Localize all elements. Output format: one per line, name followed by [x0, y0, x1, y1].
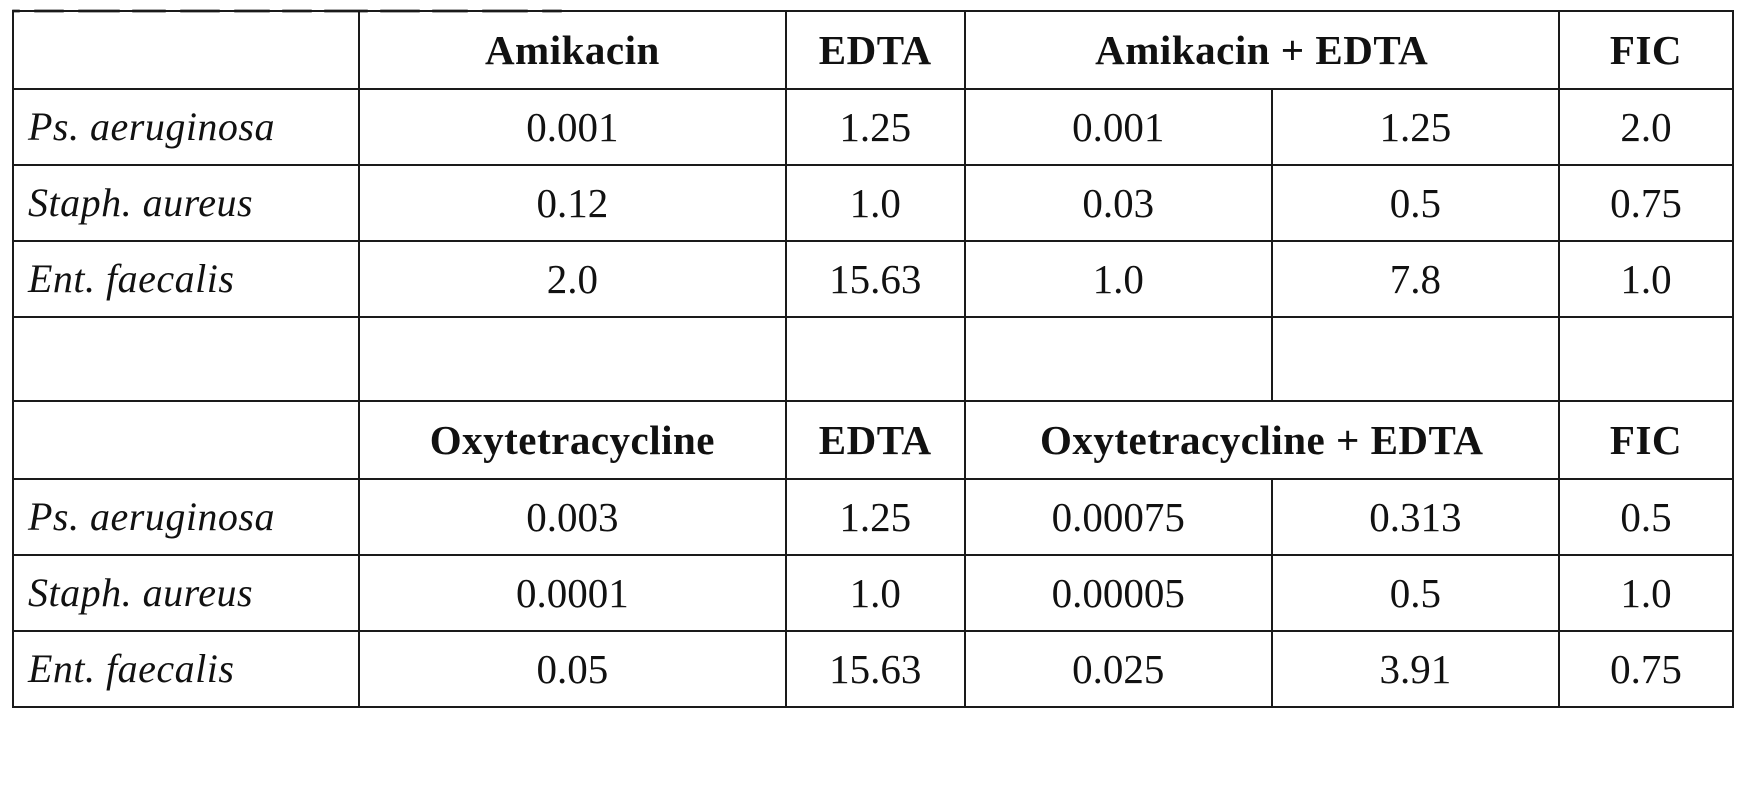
antibiotic-mic-cell: 2.0	[357, 240, 787, 318]
organism-cell: Staph. aureus	[12, 554, 360, 632]
combo-antibiotic-cell: 0.00075	[963, 478, 1273, 556]
organism-cell: Ent. faecalis	[12, 240, 360, 318]
antibiotic-mic-cell: 0.12	[357, 164, 787, 242]
antibiotic-mic-cell: 0.05	[357, 630, 787, 708]
chelator-mic-cell: 1.25	[784, 88, 966, 166]
organism-header-cell	[12, 10, 360, 90]
chelator-mic-cell: 15.63	[784, 630, 966, 708]
table-row: Staph. aureus 0.12 1.0 0.03 0.5 0.75	[12, 164, 1735, 242]
chelator-mic-cell: 15.63	[784, 240, 966, 318]
fic-cell: 1.0	[1557, 240, 1735, 318]
combo-antibiotic-cell: 0.025	[963, 630, 1273, 708]
antibiotic-mic-cell: 0.0001	[357, 554, 787, 632]
fic-cell: 0.75	[1557, 164, 1735, 242]
table-row: Ps. aeruginosa 0.001 1.25 0.001 1.25 2.0	[12, 88, 1735, 166]
spacer-row	[12, 316, 1735, 402]
combination-header: Oxytetracycline + EDTA	[963, 400, 1560, 480]
combo-chelator-cell: 7.8	[1270, 240, 1560, 318]
combination-header: Amikacin + EDTA	[963, 10, 1560, 90]
antibiotic-mic-cell: 0.001	[357, 88, 787, 166]
organism-cell: Staph. aureus	[12, 164, 360, 242]
combo-antibiotic-cell: 0.001	[963, 88, 1273, 166]
chelator-header: EDTA	[784, 400, 966, 480]
organism-cell: Ps. aeruginosa	[12, 88, 360, 166]
antibiotic-mic-cell: 0.003	[357, 478, 787, 556]
empty-cell	[357, 316, 787, 402]
combo-chelator-cell: 3.91	[1270, 630, 1560, 708]
fic-header: FIC	[1557, 10, 1735, 90]
fic-cell: 2.0	[1557, 88, 1735, 166]
organism-cell: Ps. aeruginosa	[12, 478, 360, 556]
antibiotic-header: Oxytetracycline	[357, 400, 787, 480]
combo-chelator-cell: 1.25	[1270, 88, 1560, 166]
empty-cell	[1557, 316, 1735, 402]
amikacin-header-row: Amikacin EDTA Amikacin + EDTA FIC	[12, 10, 1735, 90]
antibiotic-header: Amikacin	[357, 10, 787, 90]
empty-cell	[1270, 316, 1560, 402]
combo-antibiotic-cell: 0.03	[963, 164, 1273, 242]
combo-antibiotic-cell: 1.0	[963, 240, 1273, 318]
combo-chelator-cell: 0.5	[1270, 554, 1560, 632]
empty-cell	[784, 316, 966, 402]
table-row: Ent. faecalis 2.0 15.63 1.0 7.8 1.0	[12, 240, 1735, 318]
table-row: Ent. faecalis 0.05 15.63 0.025 3.91 0.75	[12, 630, 1735, 708]
fic-header: FIC	[1557, 400, 1735, 480]
combo-chelator-cell: 0.313	[1270, 478, 1560, 556]
mic-results-table: Amikacin EDTA Amikacin + EDTA FIC Ps. ae…	[12, 10, 1735, 708]
fic-cell: 0.5	[1557, 478, 1735, 556]
table-row: Staph. aureus 0.0001 1.0 0.00005 0.5 1.0	[12, 554, 1735, 632]
chelator-mic-cell: 1.25	[784, 478, 966, 556]
empty-cell	[12, 316, 360, 402]
organism-cell: Ent. faecalis	[12, 630, 360, 708]
table-row: Ps. aeruginosa 0.003 1.25 0.00075 0.313 …	[12, 478, 1735, 556]
empty-cell	[963, 316, 1273, 402]
chelator-mic-cell: 1.0	[784, 164, 966, 242]
oxytetracycline-header-row: Oxytetracycline EDTA Oxytetracycline + E…	[12, 400, 1735, 480]
combo-antibiotic-cell: 0.00005	[963, 554, 1273, 632]
fic-cell: 0.75	[1557, 630, 1735, 708]
fic-cell: 1.0	[1557, 554, 1735, 632]
chelator-header: EDTA	[784, 10, 966, 90]
chelator-mic-cell: 1.0	[784, 554, 966, 632]
organism-header-cell	[12, 400, 360, 480]
combo-chelator-cell: 0.5	[1270, 164, 1560, 242]
